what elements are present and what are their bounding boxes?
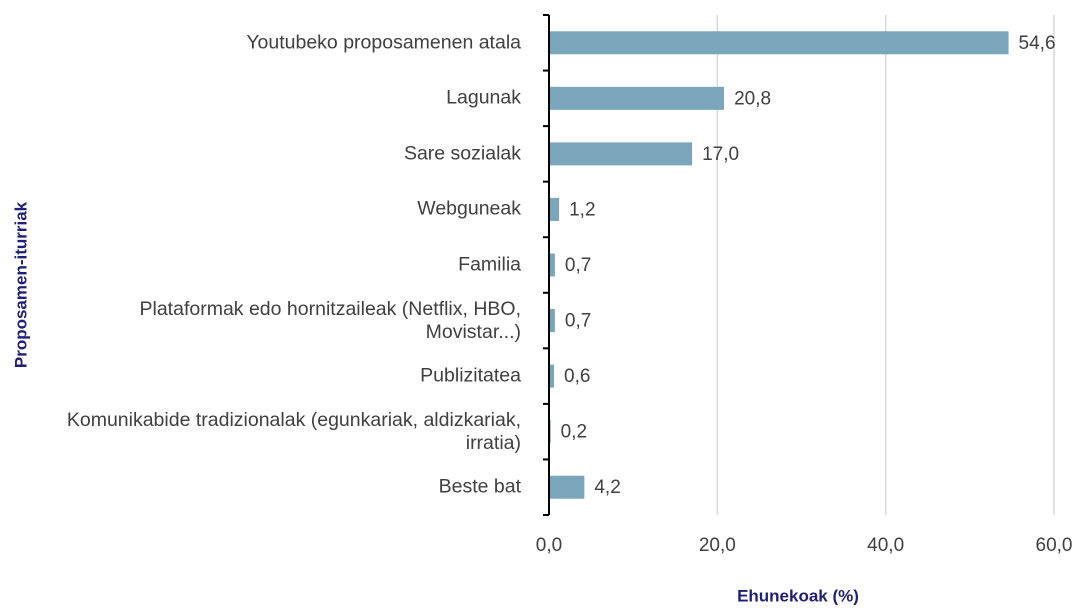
bar <box>549 475 585 499</box>
bar <box>549 253 555 277</box>
value-label: 4,2 <box>594 477 620 498</box>
y-tick-label: Lagunak <box>446 86 521 109</box>
value-label: 1,2 <box>569 199 595 220</box>
y-tick-label: Publizitatea <box>420 364 521 387</box>
bar <box>549 309 555 333</box>
value-label: 0,2 <box>561 422 587 443</box>
y-tick-label: Familia <box>458 253 521 276</box>
value-label: 0,7 <box>565 311 591 332</box>
value-label: 20,8 <box>734 88 771 109</box>
y-tick-label: Webguneak <box>417 197 521 220</box>
x-tick-label: 40,0 <box>867 535 904 556</box>
y-tick-label: Youtubeko proposamenen atala <box>246 31 521 54</box>
y-tick-label: Beste bat <box>438 475 521 498</box>
bar <box>549 31 1009 55</box>
bar <box>549 142 693 166</box>
value-label: 54,6 <box>1019 33 1056 54</box>
value-label: 0,7 <box>565 255 591 276</box>
y-tick-label: Sare sozialak <box>403 142 521 165</box>
bar <box>549 197 560 221</box>
value-label: 17,0 <box>702 144 739 165</box>
value-label: 0,6 <box>564 366 590 387</box>
x-tick-label: 0,0 <box>536 535 562 556</box>
bar <box>549 86 725 110</box>
y-tick-label: Komunikabide tradizionalak (egunkariak, … <box>66 408 521 454</box>
y-axis-title: Proposamen-iturriak <box>11 201 30 368</box>
y-tick-label: Plataformak edo hornitzaileak (Netflix, … <box>139 297 522 343</box>
x-tick-label: 60,0 <box>1036 535 1073 556</box>
x-axis-title: Ehunekoak (%) <box>737 586 859 605</box>
bar <box>549 364 555 388</box>
x-tick-label: 20,0 <box>699 535 736 556</box>
